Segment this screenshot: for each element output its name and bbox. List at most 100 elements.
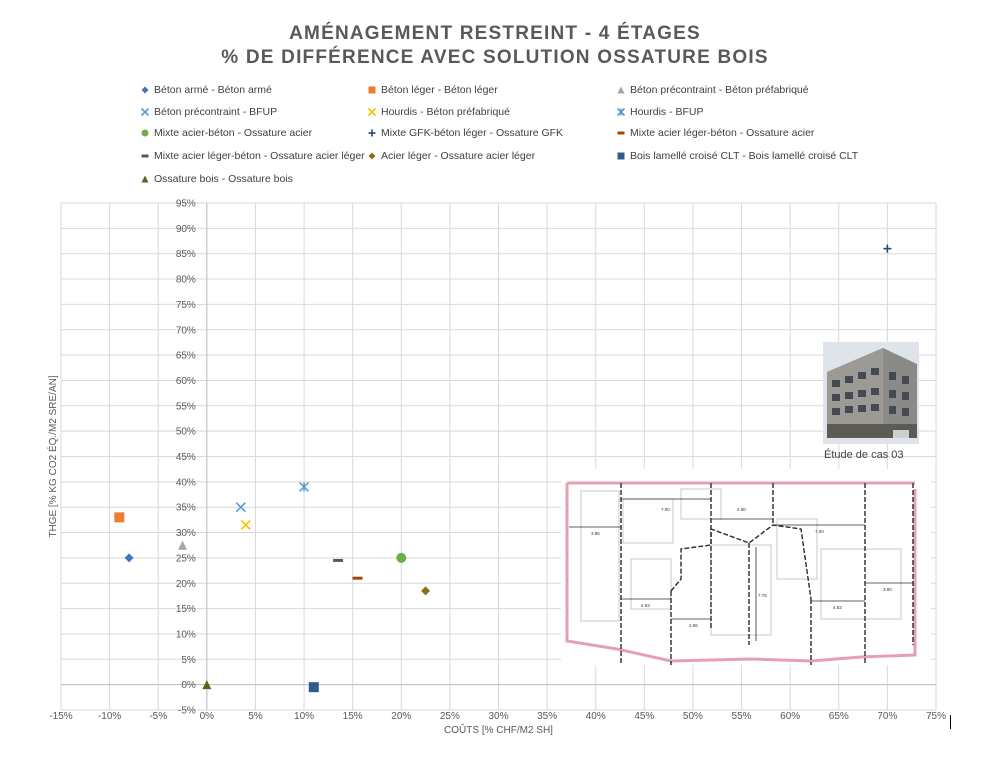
legend-label: Hourdis - BFUP <box>630 106 704 118</box>
data-point <box>883 244 892 253</box>
legend-marker <box>368 129 376 137</box>
legend-label: Acier léger - Ossature acier léger <box>381 150 536 162</box>
data-point <box>333 558 344 562</box>
legend-label: Mixte acier léger-béton - Ossature acier <box>630 127 815 139</box>
legend-label: Ossature bois - Ossature bois <box>154 173 293 185</box>
y-tick-label: 45% <box>176 452 196 463</box>
legend-label: Hourdis - Béton préfabriqué <box>381 106 510 118</box>
legend-marker <box>617 86 625 94</box>
data-point <box>240 519 251 531</box>
y-axis-title: THGE [% KG CO2 ÉQ./M2 SRE/AN] <box>46 375 59 537</box>
legend-item: Béton armé - Béton armé <box>140 84 272 96</box>
chart-legend: Béton armé - Béton armé Béton léger - Bét… <box>0 0 1001 190</box>
data-point <box>352 576 363 580</box>
y-tick-label: -5% <box>178 706 196 717</box>
y-tick-label: 15% <box>176 604 196 615</box>
x-tick-label: 50% <box>683 711 703 722</box>
legend-item: Mixte acier léger-béton - Ossature acier <box>616 127 814 139</box>
data-point <box>178 540 188 550</box>
floor-plan-image: 7.00 4.90 7.00 3.85 4.93 2.96 7.76 4.82 … <box>561 469 931 665</box>
y-tick-label: 25% <box>176 553 196 564</box>
data-point <box>298 481 310 492</box>
legend-item: Mixte GFK-béton léger - Ossature GFK <box>367 127 563 139</box>
legend-label: Béton précontraint - BFUP <box>154 106 278 118</box>
legend-label: Bois lamellé croisé CLT - Bois lamellé c… <box>630 150 859 162</box>
x-tick-label: 0% <box>200 711 215 722</box>
legend-item: Hourdis - Béton préfabriqué <box>367 106 510 118</box>
x-tick-label: -10% <box>98 711 121 722</box>
y-tick-label: 40% <box>176 477 196 488</box>
x-tick-label: 10% <box>294 711 314 722</box>
x-tick-label: 35% <box>537 711 557 722</box>
plan-dimension: 7.76 <box>758 593 767 598</box>
x-tick-label: 45% <box>634 711 654 722</box>
y-tick-label: 65% <box>176 351 196 362</box>
y-tick-label: 55% <box>176 401 196 412</box>
x-tick-label: 65% <box>829 711 849 722</box>
legend-label: Béton armé - Béton armé <box>154 84 272 96</box>
data-point <box>202 680 212 690</box>
y-tick-label: 0% <box>181 680 196 691</box>
plan-dimension: 3.80 <box>883 587 892 592</box>
x-tick-label: 40% <box>586 711 606 722</box>
text-cursor <box>950 715 951 729</box>
legend-item: Bois lamellé croisé CLT - Bois lamellé c… <box>616 150 858 162</box>
y-tick-label: 75% <box>176 300 196 311</box>
legend-item: Mixte acier-béton - Ossature acier <box>140 127 312 139</box>
legend-label: Mixte GFK-béton léger - Ossature GFK <box>381 127 564 139</box>
data-point <box>124 553 134 563</box>
legend-marker <box>141 154 149 158</box>
legend-marker <box>140 107 150 117</box>
plan-dimension: 3.85 <box>591 531 600 536</box>
y-tick-label: 70% <box>176 325 196 336</box>
legend-item: Béton précontraint - BFUP <box>140 106 277 118</box>
legend-label: Mixte acier-béton - Ossature acier <box>154 127 313 139</box>
x-tick-label: 60% <box>780 711 800 722</box>
data-points <box>114 244 892 693</box>
y-tick-label: 80% <box>176 275 196 286</box>
legend-item: Béton léger - Béton léger <box>367 84 498 96</box>
legend-label: Mixte acier léger-béton - Ossature acier… <box>154 150 365 162</box>
x-tick-label: 55% <box>732 711 752 722</box>
legend-marker <box>617 152 625 160</box>
legend-marker <box>367 107 377 117</box>
x-tick-label: 5% <box>248 711 263 722</box>
legend-label: Béton précontraint - Béton préfabriqué <box>630 84 809 96</box>
data-point <box>308 682 319 693</box>
legend-item: Acier léger - Ossature acier léger <box>367 150 535 162</box>
x-tick-label: -5% <box>149 711 167 722</box>
chart-title: AMÉNAGEMENT RESTREINT - 4 ÉTAGES <box>289 23 701 44</box>
data-point <box>114 512 125 523</box>
legend-item: Ossature bois - Ossature bois <box>140 173 293 185</box>
x-axis-title: COÛTS [% CHF/M2 SH] <box>444 723 553 736</box>
y-tick-label: 30% <box>176 528 196 539</box>
y-tick-label: 60% <box>176 376 196 387</box>
x-tick-label: 70% <box>877 711 897 722</box>
legend-marker <box>141 86 149 94</box>
data-point <box>235 502 246 513</box>
data-point <box>396 552 407 563</box>
plan-dimension: 4.93 <box>641 603 650 608</box>
x-tick-label: -15% <box>49 711 72 722</box>
y-tick-label: 85% <box>176 249 196 260</box>
y-tick-label: 35% <box>176 503 196 514</box>
plan-dimension: 4.82 <box>833 605 842 610</box>
tick-labels: -15% -10% -5% 0% 5% 10% 15% 20% 25% 30% 35% 40% 45% 5… <box>49 199 946 723</box>
y-tick-label: 20% <box>176 579 196 590</box>
y-tick-label: 50% <box>176 427 196 438</box>
plan-dimension: 4.90 <box>737 507 746 512</box>
x-tick-label: 20% <box>391 711 411 722</box>
legend-marker <box>141 129 149 137</box>
chart-subtitle: % DE DIFFÉRENCE AVEC SOLUTION OSSATURE B… <box>221 47 769 68</box>
y-tick-label: 90% <box>176 224 196 235</box>
y-tick-label: 10% <box>176 629 196 640</box>
legend-item: Hourdis - BFUP <box>616 106 704 118</box>
plan-dimension: 7.00 <box>661 507 670 512</box>
legend-marker <box>368 86 376 94</box>
y-tick-label: 5% <box>181 655 196 666</box>
case-study-caption: Étude de cas 03 <box>824 449 904 461</box>
plan-dimension: 2.96 <box>689 623 698 628</box>
legend-marker <box>617 131 625 135</box>
building-photo <box>823 342 919 444</box>
data-point <box>421 586 431 596</box>
